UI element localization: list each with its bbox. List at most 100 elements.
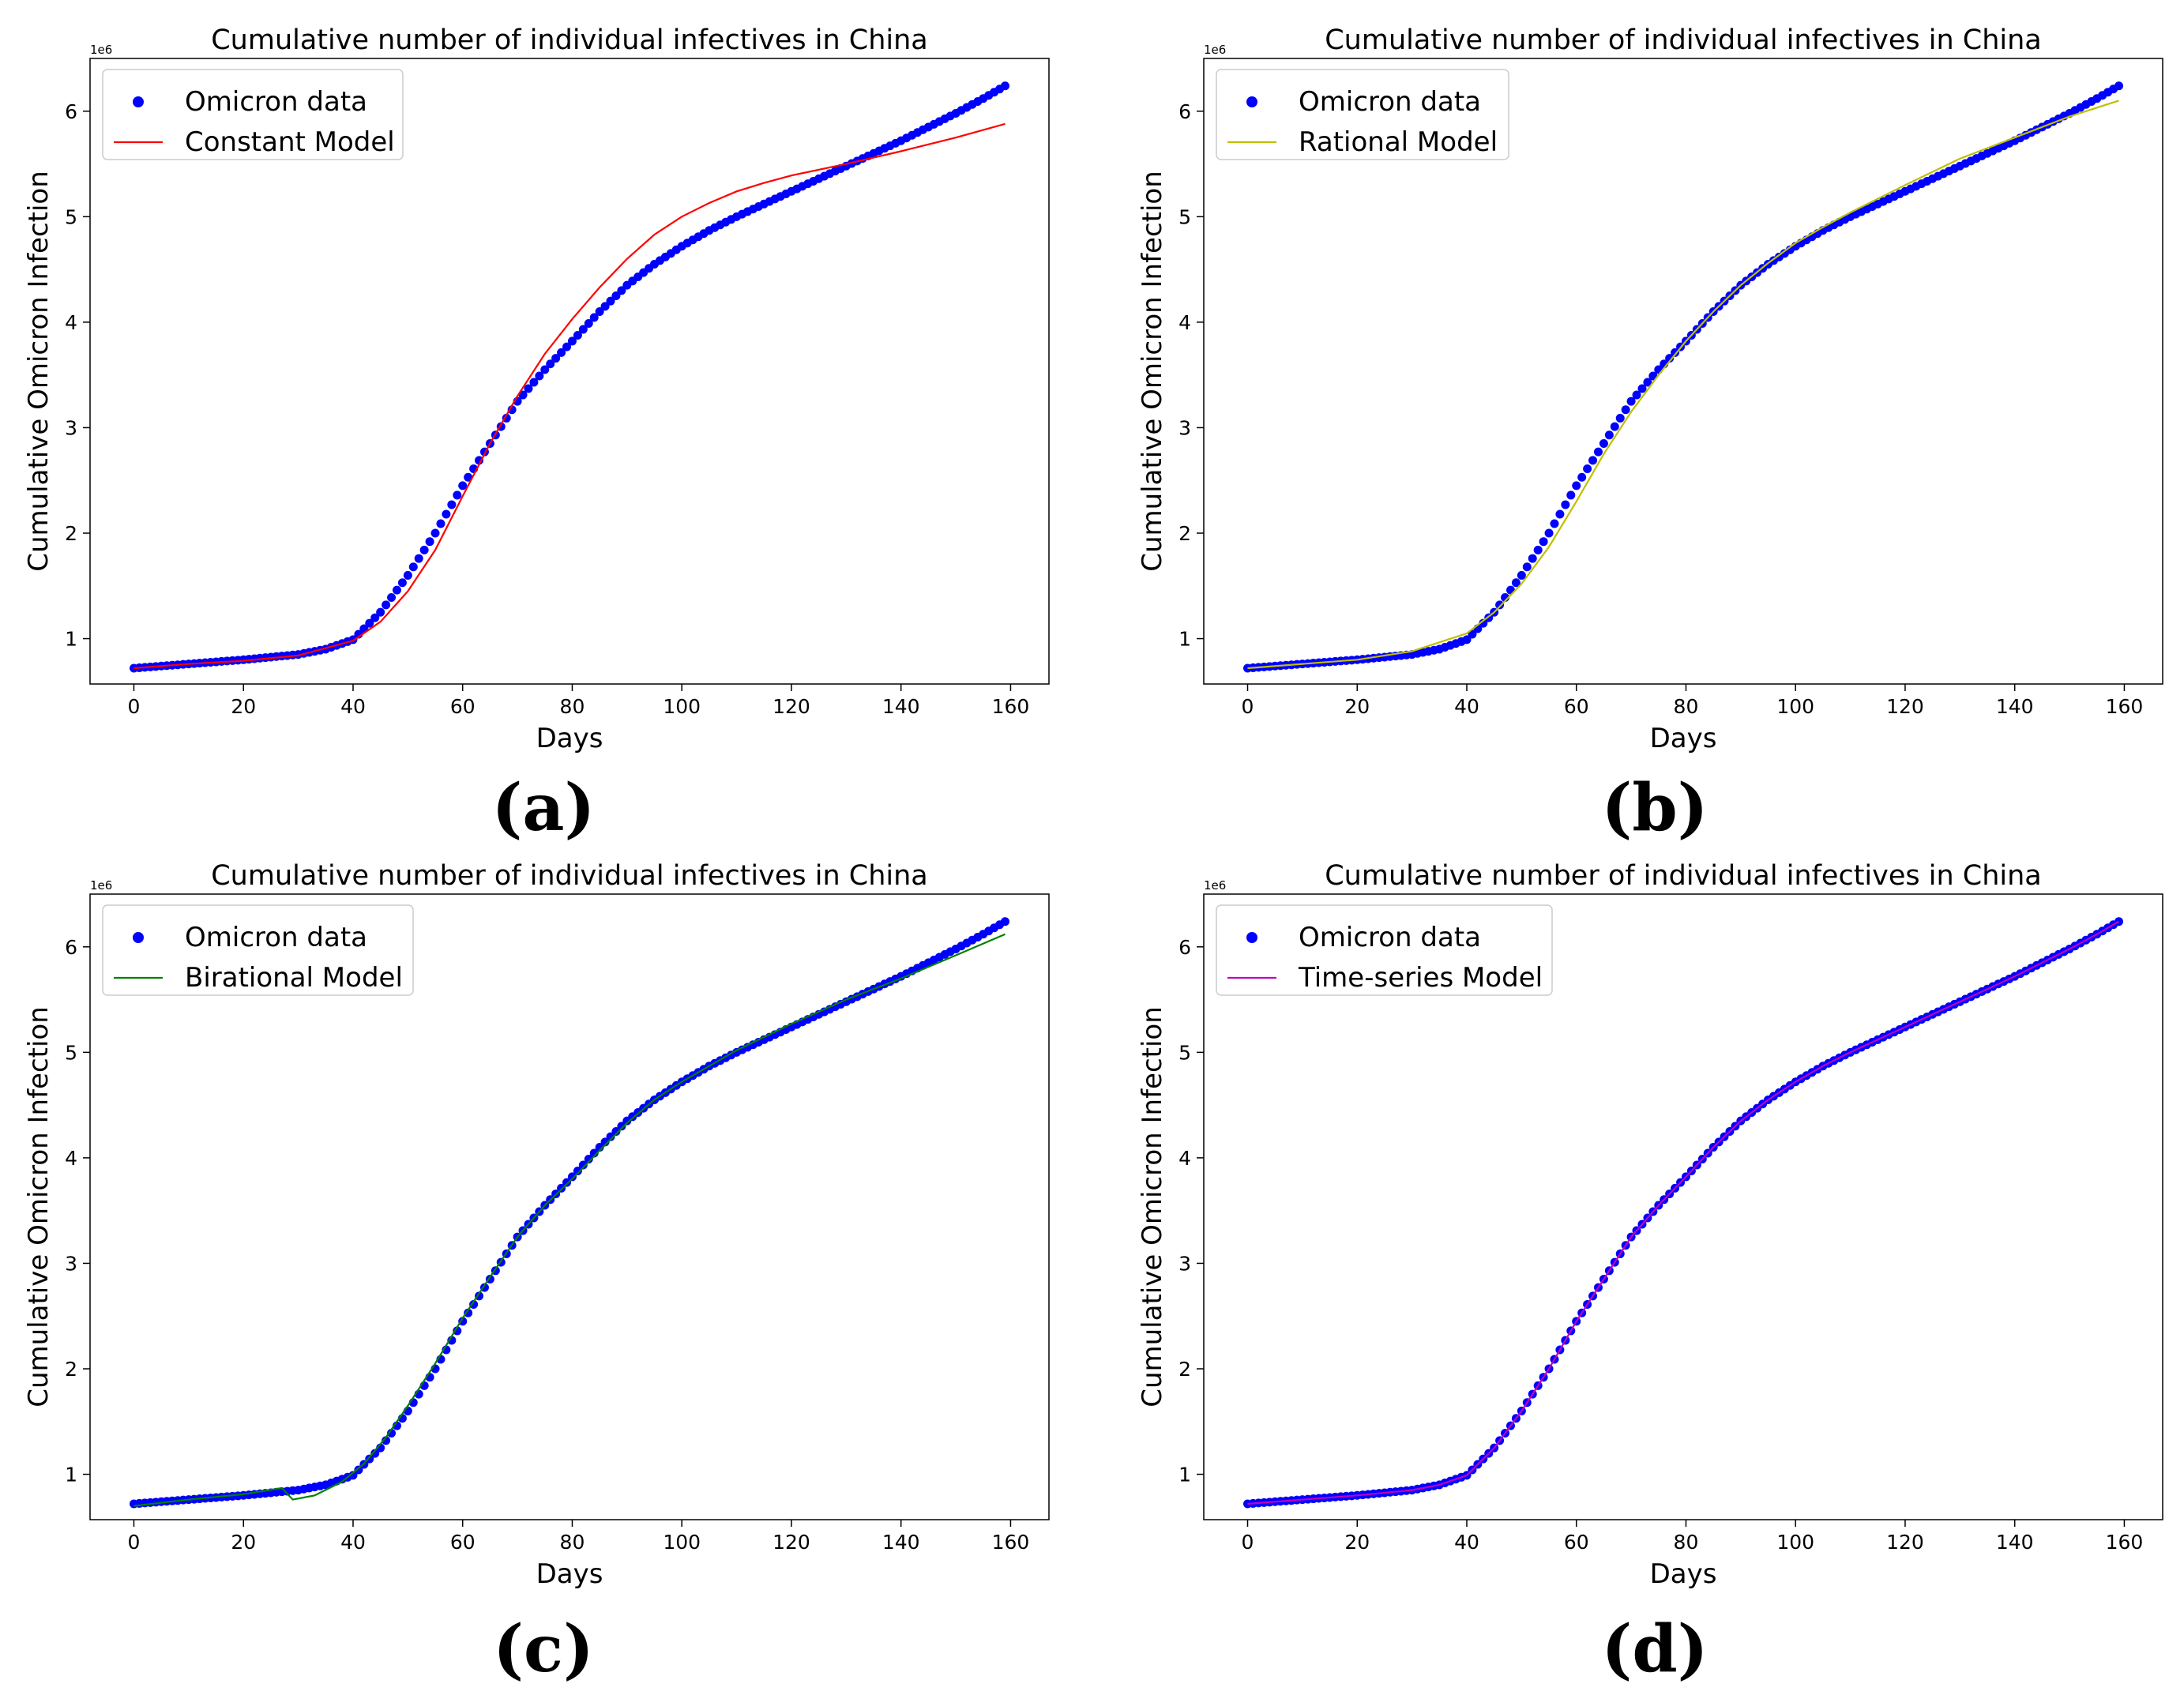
y-tick-label: 1 — [65, 628, 77, 651]
x-tick-label: 80 — [560, 695, 585, 718]
x-tick-label: 140 — [882, 1531, 920, 1554]
y-axis-label: Cumulative Omicron Infection — [1137, 171, 1168, 572]
chart-title: Cumulative number of individual infectiv… — [1325, 860, 2042, 892]
data-point — [595, 307, 604, 317]
data-point — [354, 1465, 363, 1475]
data-point — [397, 578, 407, 588]
chart-c: Cumulative number of individual infectiv… — [23, 860, 1050, 1590]
data-point — [1528, 554, 1537, 563]
plot-frame — [89, 58, 1050, 685]
data-point — [1561, 500, 1570, 509]
data-point — [376, 607, 385, 617]
model-line-a — [133, 122, 1006, 670]
legend-box — [102, 904, 414, 996]
data-point — [464, 472, 473, 482]
data-point — [1555, 509, 1565, 519]
y-tick-label: 3 — [65, 416, 77, 439]
chart-title: Cumulative number of individual infectiv… — [211, 24, 928, 56]
data-point — [1517, 570, 1526, 580]
y-offset-label: 1e6 — [90, 43, 112, 57]
data-point — [1522, 562, 1532, 572]
data-point — [1626, 397, 1636, 406]
legend-box — [102, 69, 404, 160]
x-tick-label: 120 — [772, 1531, 810, 1554]
x-tick-label: 100 — [663, 1531, 701, 1554]
x-tick-label: 80 — [1674, 695, 1699, 718]
chart-title: Cumulative number of individual infectiv… — [1325, 24, 2042, 56]
data-point — [589, 1148, 599, 1158]
x-tick-label: 140 — [1996, 695, 2034, 718]
y-tick-label: 3 — [65, 1252, 77, 1275]
plot-frame — [89, 893, 1050, 1520]
data-point — [1610, 422, 1619, 431]
data-point — [2114, 81, 2124, 91]
data-point — [1632, 390, 1641, 400]
y-offset-label: 1e6 — [90, 878, 112, 893]
y-offset-label: 1e6 — [1204, 43, 1226, 57]
data-point — [1593, 447, 1603, 457]
data-point — [453, 490, 462, 500]
x-tick-label: 140 — [1996, 1531, 2034, 1554]
data-point — [464, 1308, 473, 1317]
data-point — [529, 378, 539, 387]
data-point — [617, 1122, 626, 1131]
data-point — [1615, 413, 1625, 423]
data-point — [1577, 472, 1587, 482]
x-tick-label: 120 — [1886, 695, 1924, 718]
data-point — [617, 286, 626, 295]
legend-label-model: Time-series Model — [1298, 962, 1543, 994]
x-tick-label: 120 — [1886, 1531, 1924, 1554]
x-tick-label: 60 — [450, 1531, 476, 1554]
y-tick-label: 5 — [65, 205, 77, 228]
data-point — [1533, 545, 1543, 554]
y-tick-label: 2 — [65, 1358, 77, 1381]
data-point — [1544, 528, 1554, 538]
legend-label-data: Omicron data — [185, 922, 367, 953]
data-point — [524, 384, 533, 393]
data-point — [1511, 578, 1521, 588]
y-tick-label: 4 — [1178, 311, 1191, 334]
data-point — [469, 1300, 479, 1310]
legend-label-data: Omicron data — [185, 86, 367, 118]
data-point — [540, 365, 550, 374]
x-tick-label: 40 — [1454, 695, 1479, 718]
data-point — [557, 348, 566, 357]
x-axis-label: Days — [536, 723, 603, 754]
data-point — [436, 519, 445, 528]
x-tick-label: 60 — [450, 695, 476, 718]
data-point — [392, 585, 401, 595]
x-tick-label: 160 — [992, 1531, 1030, 1554]
data-point — [458, 481, 468, 490]
data-point — [365, 618, 374, 628]
data-point — [387, 592, 397, 602]
y-tick-label: 5 — [65, 1041, 77, 1064]
y-tick-label: 1 — [1178, 628, 1191, 651]
y-tick-label: 3 — [1178, 416, 1191, 439]
y-tick-label: 3 — [1178, 1252, 1191, 1275]
data-point — [1539, 537, 1548, 547]
y-tick-label: 6 — [65, 100, 77, 123]
y-tick-label: 6 — [1178, 100, 1191, 123]
x-tick-label: 160 — [992, 695, 1030, 718]
data-point — [573, 1166, 582, 1175]
data-point — [403, 570, 412, 580]
y-tick-label: 6 — [65, 936, 77, 959]
data-point — [370, 613, 380, 622]
legend-marker-data — [133, 932, 144, 943]
y-offset-label: 1e6 — [1204, 878, 1226, 893]
x-tick-label: 100 — [663, 695, 701, 718]
y-axis-label: Cumulative Omicron Infection — [23, 171, 55, 572]
y-tick-label: 2 — [65, 522, 77, 545]
x-axis-label: Days — [536, 1558, 603, 1590]
data-point — [475, 456, 484, 465]
x-tick-label: 40 — [340, 1531, 366, 1554]
panel-caption-a: (a) — [491, 770, 596, 846]
data-point — [584, 318, 593, 328]
data-point — [1001, 917, 1010, 926]
x-tick-label: 60 — [1564, 1531, 1589, 1554]
data-point — [442, 509, 451, 519]
data-point — [1621, 405, 1630, 415]
x-tick-label: 160 — [2106, 1531, 2144, 1554]
data-point — [370, 1449, 380, 1458]
